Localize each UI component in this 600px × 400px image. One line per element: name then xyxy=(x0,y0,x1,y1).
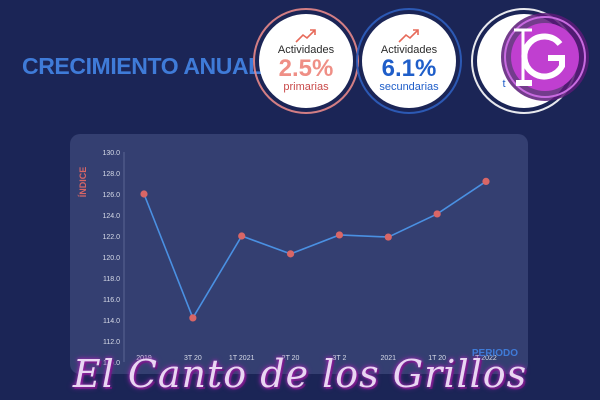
headline: CRECIMIENTO ANUAL: xyxy=(22,53,270,79)
y-tick-label: 120.0 xyxy=(102,255,120,262)
y-tick-label: 116.0 xyxy=(103,297,120,304)
x-tick-label: 2019 xyxy=(136,355,152,362)
data-point xyxy=(286,250,295,258)
badge-value: 2.5% xyxy=(278,55,334,82)
x-tick-label: 3T 2 xyxy=(332,355,346,362)
watermark-text: El Canto de los Grillos xyxy=(72,352,528,396)
trend-up-icon xyxy=(398,29,419,43)
badge-label: Actividades xyxy=(380,44,438,56)
y-tick-label: 122.0 xyxy=(102,234,120,241)
trend-up-icon xyxy=(295,29,316,43)
y-tick-label: 118.0 xyxy=(103,276,120,283)
data-point xyxy=(238,232,246,240)
badge-secundarias: Actividades 6.1% secundarias xyxy=(356,8,462,114)
x-axis-label: PERIODO xyxy=(472,348,518,359)
y-tick-label: 128.0 xyxy=(102,171,120,178)
x-tick-label: T 2022 xyxy=(475,355,497,362)
data-point xyxy=(482,177,490,185)
data-point xyxy=(335,231,344,239)
badge-label: Actividades xyxy=(277,44,335,56)
y-tick-label: 114.0 xyxy=(103,318,120,325)
badge-sublabel: primarias xyxy=(283,81,329,93)
badge-sublabel: t xyxy=(502,78,506,90)
y-tick-label: 130.0 xyxy=(102,150,120,157)
x-tick-label: 1T 2021 xyxy=(229,355,255,362)
x-tick-label: 2T 20 xyxy=(282,355,300,362)
badge-value: 6.1% xyxy=(381,55,437,82)
data-point xyxy=(384,233,392,241)
badge-ring xyxy=(356,8,462,114)
x-tick-label: 1T 20 xyxy=(428,355,446,362)
series-line xyxy=(143,180,487,320)
g-logo-icon xyxy=(501,13,589,101)
line-chart: 130.0 128.0 126.0 124.0 122.0 120.0 118.0 116.0… xyxy=(78,150,518,367)
badge-primarias: Actividades 2.5% primarias xyxy=(253,8,359,114)
y-tick-label: 112.0 xyxy=(103,339,120,346)
badge-sublabel: secundarias xyxy=(379,81,439,93)
y-tick-label: 110.0 xyxy=(103,360,120,367)
y-axis-label: ÍNDICE xyxy=(78,167,88,198)
y-tick-label: 126.0 xyxy=(102,192,120,199)
data-point xyxy=(433,210,441,218)
data-point xyxy=(189,314,197,322)
chart-panel: 130.0 128.0 126.0 124.0 122.0 120.0 118.0 116.0… xyxy=(70,134,528,374)
y-tick-label: 124.0 xyxy=(102,213,120,220)
x-tick-label: 2021 xyxy=(380,355,396,362)
data-point xyxy=(140,190,148,198)
x-tick-label: 3T 20 xyxy=(184,355,202,362)
